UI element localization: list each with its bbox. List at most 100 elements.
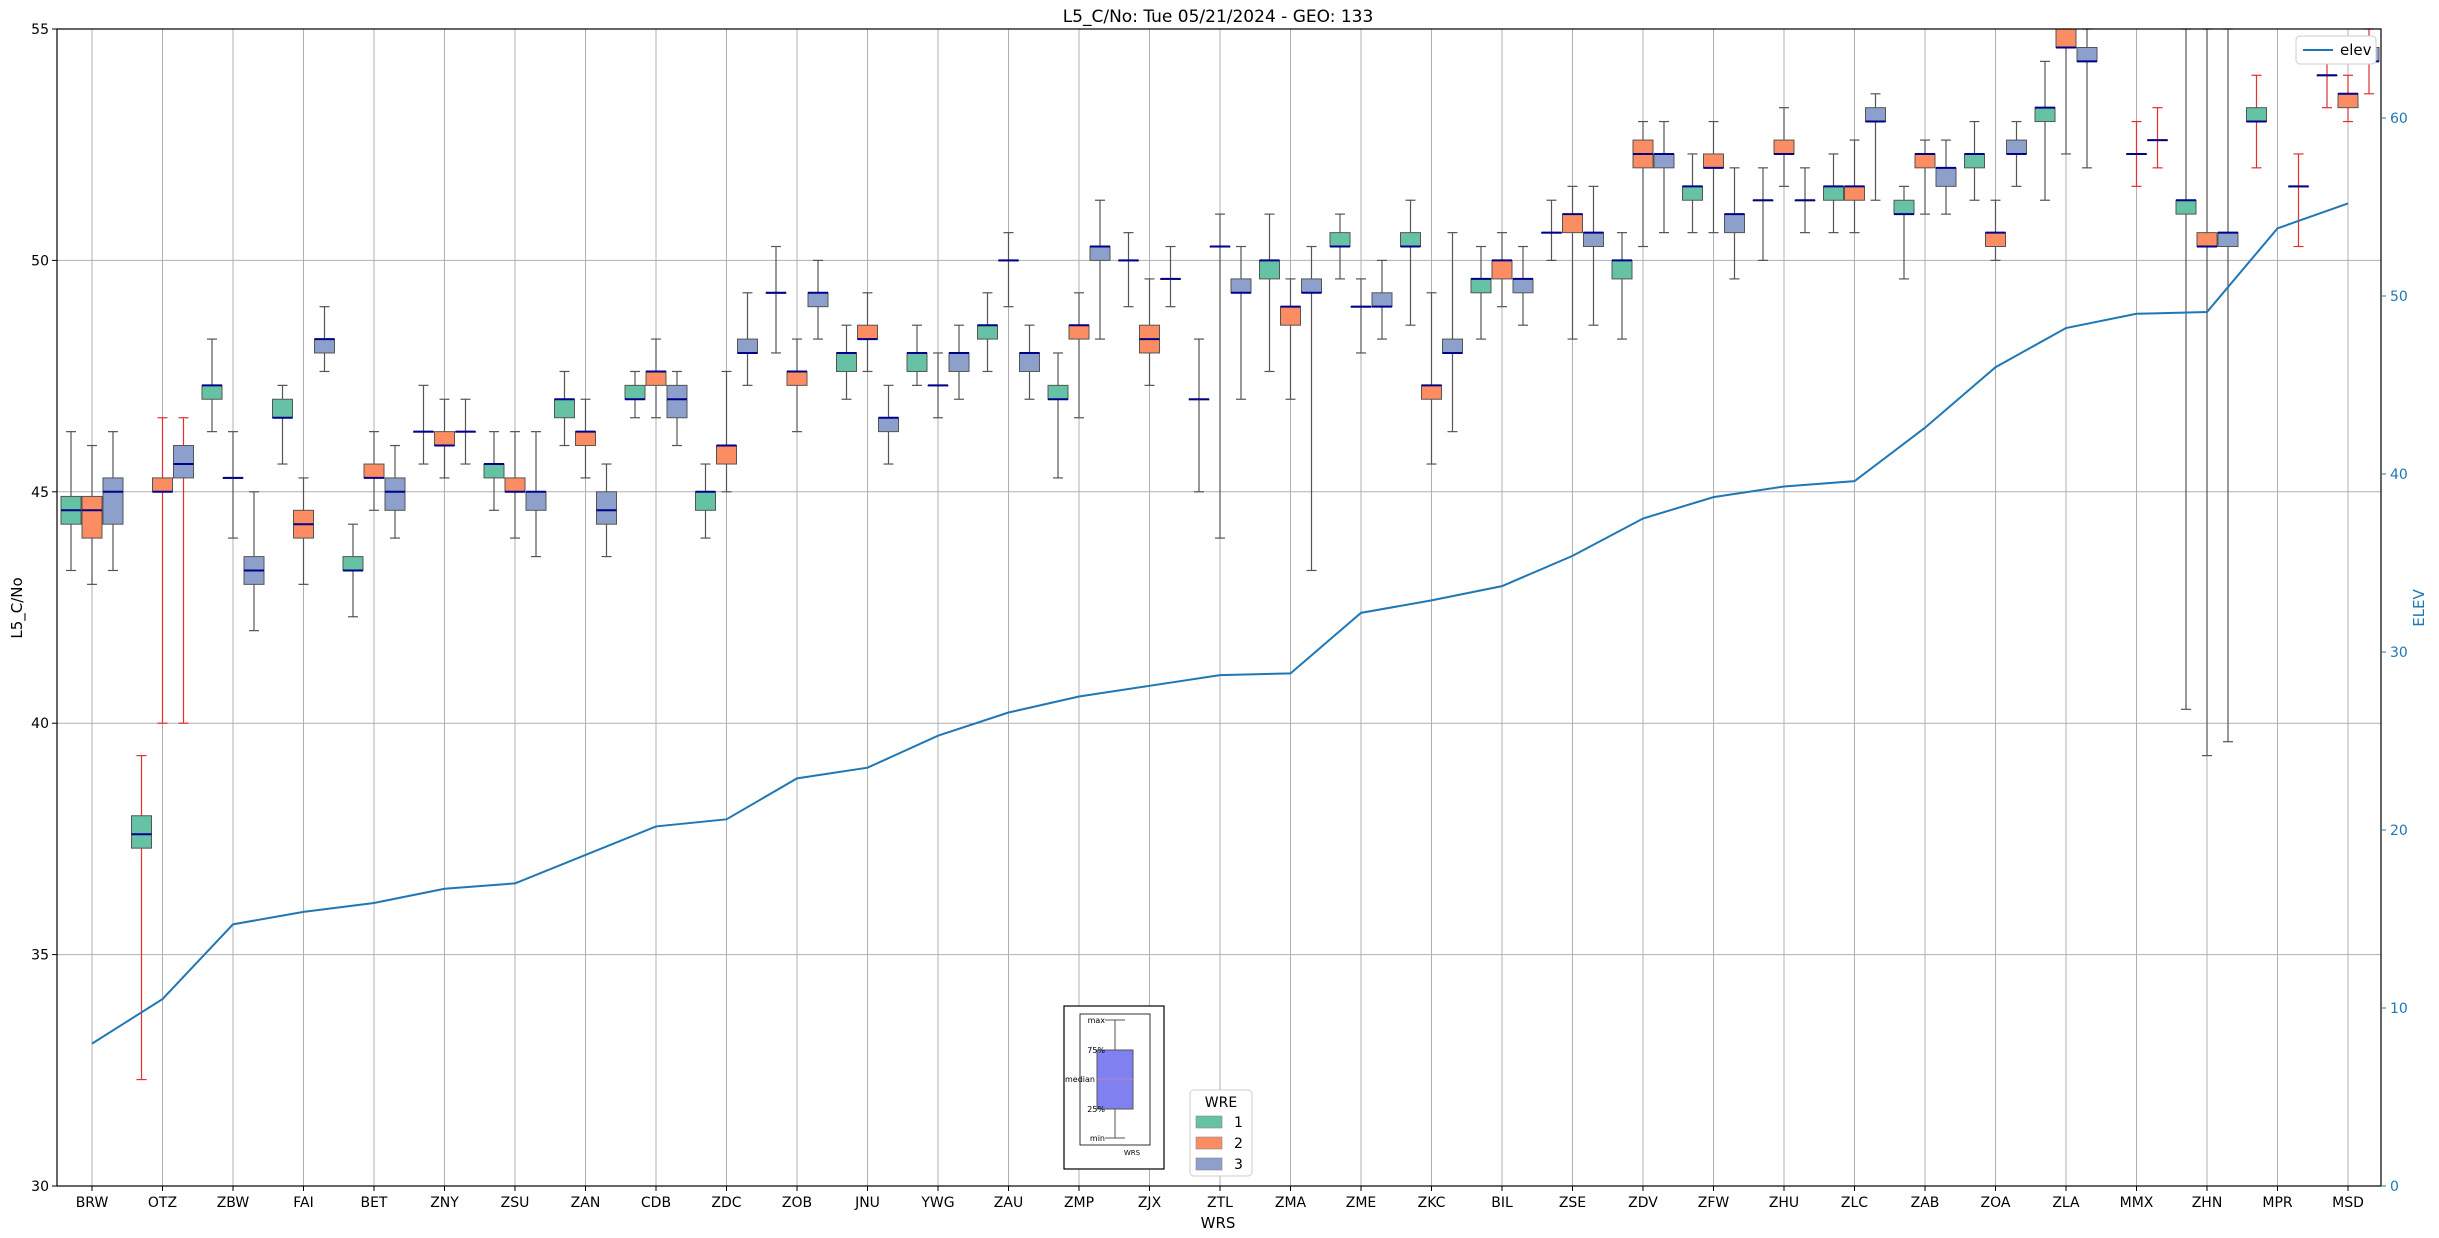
box-ZTL-wre2 <box>1209 213 1231 539</box>
x-tick-label-ZSE: ZSE <box>1559 1195 1586 1211</box>
y2-axis-label: ELEV <box>2410 588 2428 626</box>
y2-tick-label-40: 40 <box>2390 467 2408 483</box>
box-ZOB-wre3 <box>807 259 829 340</box>
box-OTZ-wre2 <box>152 417 173 724</box>
wre-legend-label-3: 3 <box>1234 1157 1243 1173</box>
box-iqr <box>1400 232 1421 248</box>
box-ZAB-wre3 <box>1935 139 1957 215</box>
box-ZHN-wre2 <box>2196 28 2218 757</box>
box-iqr <box>645 370 667 386</box>
x-tick-label-FAI: FAI <box>293 1195 313 1211</box>
box-FAI-wre3 <box>314 306 335 373</box>
y-tick-label-45: 45 <box>31 485 49 501</box>
x-tick-label-YWG: YWG <box>920 1195 954 1211</box>
box-CDB-wre2 <box>645 338 667 419</box>
box-ZDV-wre1 <box>1611 232 1633 340</box>
box-ZHU-wre1 <box>1752 167 1774 261</box>
box-iqr <box>2076 47 2098 62</box>
box-iqr <box>1682 185 1703 201</box>
box-ZLA-wre1 <box>2034 60 2056 201</box>
y-tick-label-30: 30 <box>31 1179 49 1195</box>
box-iqr <box>1914 153 1936 169</box>
box-iqr <box>2246 107 2267 123</box>
box-ZLC-wre3 <box>1865 93 1886 201</box>
box-iqr <box>314 338 335 354</box>
boxes <box>60 28 2380 1081</box>
box-ZHN-wre1 <box>2175 28 2197 710</box>
box-ZMA-wre1 <box>1259 213 1280 373</box>
grid <box>57 28 2381 1187</box>
box-ZMP-wre2 <box>1068 292 1090 419</box>
box-iqr <box>131 815 152 849</box>
box-FAI-wre2 <box>293 477 314 585</box>
x-tick-label-ZOA: ZOA <box>1981 1195 2011 1211</box>
y2-tick-label-30: 30 <box>2390 645 2408 661</box>
box-iqr <box>1611 259 1633 280</box>
box-iqr <box>1371 292 1393 308</box>
x-tick-label-ZNY: ZNY <box>430 1195 459 1211</box>
x-tick-label-ZHU: ZHU <box>1769 1195 1799 1211</box>
box-ZLA-wre3 <box>2076 28 2098 169</box>
wre-legend-label-1: 1 <box>1234 1115 1243 1131</box>
elev-line <box>91 202 2349 1045</box>
box-ZAN-wre1 <box>554 370 575 447</box>
box-ZOA-wre1 <box>1964 120 1985 201</box>
box-ZME-wre1 <box>1329 213 1351 280</box>
box-ZNY-wre1 <box>413 384 434 465</box>
box-ZDC-wre3 <box>737 292 758 386</box>
box-ZHU-wre2 <box>1773 107 1795 187</box>
box-ZBW-wre1 <box>201 338 223 433</box>
box-iqr <box>504 477 526 493</box>
box-ZKC-wre3 <box>1442 232 1463 433</box>
box-iqr <box>1823 185 1844 201</box>
box-iqr <box>1019 352 1040 372</box>
box-key-max: max <box>1088 1016 1106 1025</box>
box-BET-wre1 <box>342 523 364 618</box>
box-YWG-wre2 <box>927 352 949 419</box>
box-iqr <box>1653 153 1675 169</box>
elev-legend-label: elev <box>2340 41 2372 59</box>
box-ZBW-wre3 <box>243 491 265 632</box>
x-tick-label-ZMP: ZMP <box>1064 1195 1094 1211</box>
box-ZMP-wre1 <box>1047 352 1069 479</box>
box-ZDC-wre1 <box>695 463 716 539</box>
box-iqr <box>857 324 878 340</box>
box-MMX-wre3 <box>2147 107 2168 169</box>
box-ZSU-wre2 <box>504 431 526 539</box>
x-tick-label-ZLA: ZLA <box>2052 1195 2080 1211</box>
elev-line-layer <box>91 202 2349 1045</box>
box-iqr <box>173 445 194 479</box>
box-iqr <box>1442 338 1463 354</box>
box-CDB-wre3 <box>666 370 688 447</box>
y-tick-label-40: 40 <box>31 716 49 732</box>
box-ZLC-wre2 <box>1844 139 1865 234</box>
box-iqr <box>1491 259 1513 280</box>
box-ZFW-wre1 <box>1682 153 1703 234</box>
box-iqr <box>152 477 173 493</box>
box-key-median: median <box>1065 1075 1095 1084</box>
box-iqr <box>1703 153 1724 169</box>
y-tick-label-50: 50 <box>31 253 49 269</box>
box-iqr <box>384 477 406 511</box>
x-tick-label-ZDV: ZDV <box>1628 1195 1658 1211</box>
box-OTZ-wre3 <box>173 417 194 724</box>
box-iqr <box>363 463 385 479</box>
box-ZTL-wre1 <box>1188 338 1210 493</box>
box-ZME-wre2 <box>1350 278 1372 354</box>
x-tick-label-ZJX: ZJX <box>1138 1195 1162 1211</box>
box-ZSE-wre1 <box>1541 199 1562 261</box>
box-key: max 75% median 25% min WRS <box>1063 1005 1165 1170</box>
box-iqr <box>272 398 293 419</box>
elev-legend: elev <box>2295 35 2377 65</box>
box-ZSE-wre3 <box>1583 185 1604 326</box>
box-ZAB-wre2 <box>1914 139 1936 215</box>
box-iqr <box>1562 213 1583 234</box>
box-iqr <box>807 292 829 308</box>
box-ZOB-wre1 <box>765 245 787 354</box>
box-MPR-wre1 <box>2246 74 2267 169</box>
box-BRW-wre1 <box>60 431 82 572</box>
box-MSD-wre2 <box>2337 74 2359 123</box>
x-tick-label-CDB: CDB <box>641 1195 671 1211</box>
x-tick-label-JNU: JNU <box>854 1195 880 1211</box>
